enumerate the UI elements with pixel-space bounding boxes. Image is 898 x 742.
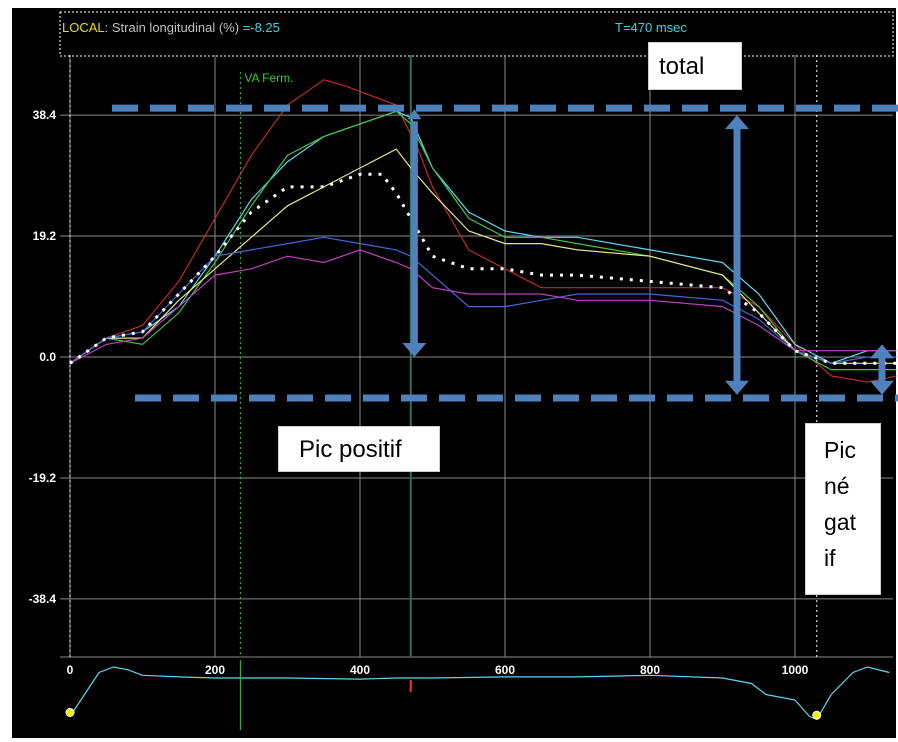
positive-peak-annotation: Pic positif — [278, 426, 440, 472]
local-label: LOCAL — [62, 20, 105, 35]
total-annotation: total — [648, 42, 742, 90]
ecg-marker-dot — [65, 708, 75, 717]
y-tick-label: 38.4 — [33, 108, 57, 122]
va-ferm-label: VA Ferm. — [244, 71, 293, 85]
y-tick-label: -38.4 — [29, 592, 57, 606]
segment-strain-curve — [69, 249, 897, 364]
segment-strain-curve — [69, 79, 897, 383]
screen-background — [12, 8, 896, 738]
annotation-arrow-head — [870, 344, 894, 359]
x-tick-label: 800 — [640, 663, 660, 677]
negative-peak-line: if — [824, 545, 836, 571]
header-readout: LOCAL: Strain longitudinal (%) =-8.25 — [62, 20, 280, 35]
time-readout: T=470 msec — [615, 20, 687, 35]
x-tick-label: 1000 — [782, 663, 809, 677]
y-tick-label: 19.2 — [33, 229, 57, 243]
negative-peak-line: né — [824, 473, 850, 499]
x-tick-label: 0 — [67, 663, 74, 677]
annotation-arrow-head — [725, 380, 749, 395]
annotation-arrow-head — [870, 380, 894, 395]
header-frame — [59, 11, 894, 57]
x-tick-label: 400 — [350, 663, 370, 677]
ecg-marker-dot — [812, 710, 822, 720]
x-tick-label: 600 — [495, 663, 515, 677]
negative-peak-line: Pic — [824, 437, 856, 463]
annotation-arrow-head — [402, 343, 427, 357]
y-tick-label: -19.2 — [29, 471, 57, 485]
negative-peak-line: gat — [824, 509, 856, 535]
annotation-arrow-head — [725, 115, 749, 130]
x-tick-label: 200 — [205, 663, 225, 677]
negative-peak-annotation: Pic né gat if — [805, 423, 881, 595]
annotation-arrow-head — [407, 109, 422, 120]
segment-strain-curve — [69, 236, 897, 364]
measure-value: =-8.25 — [242, 20, 280, 35]
segment-strain-curve — [69, 148, 897, 364]
measure-label: : Strain longitudinal (%) — [104, 20, 243, 35]
y-tick-label: 0.0 — [39, 350, 56, 364]
